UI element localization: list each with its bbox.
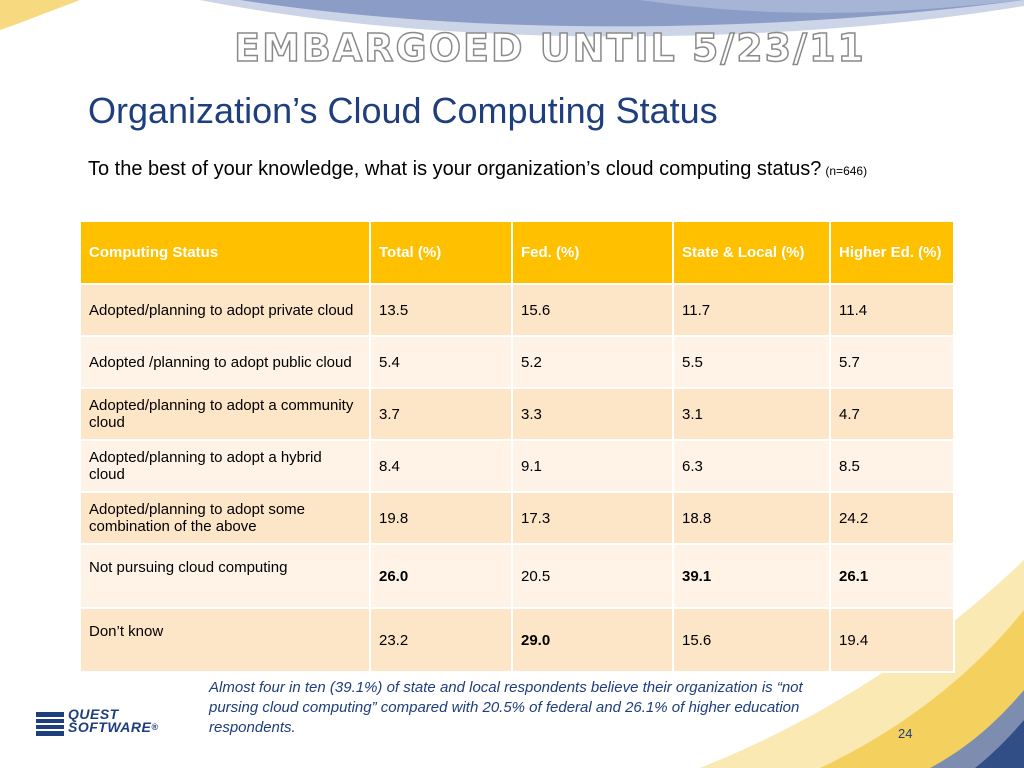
cell-higher-ed: 11.4 [829, 283, 955, 337]
cell-higher-ed: 8.5 [829, 439, 955, 493]
table-row: Adopted /planning to adopt public cloud … [79, 335, 955, 389]
quest-logo-mark-icon [36, 712, 64, 736]
cell-state-local: 18.8 [672, 491, 831, 545]
cell-total: 26.0 [369, 543, 513, 609]
registered-mark: ® [151, 722, 159, 732]
cell-fed: 5.2 [511, 335, 674, 389]
header-total: Total (%) [369, 220, 513, 285]
header-state-local: State & Local (%) [672, 220, 831, 285]
table-row: Adopted/planning to adopt a community cl… [79, 387, 955, 441]
cell-higher-ed: 24.2 [829, 491, 955, 545]
header-fed: Fed. (%) [511, 220, 674, 285]
row-label: Adopted/planning to adopt private cloud [79, 283, 371, 337]
survey-question: To the best of your knowledge, what is y… [88, 158, 867, 181]
cell-fed: 17.3 [511, 491, 674, 545]
cell-total: 3.7 [369, 387, 513, 441]
cell-state-local: 39.1 [672, 543, 831, 609]
cell-state-local: 3.1 [672, 387, 831, 441]
row-label: Adopted/planning to adopt a hybrid cloud [79, 439, 371, 493]
question-text: To the best of your knowledge, what is y… [88, 158, 822, 180]
cell-fed: 3.3 [511, 387, 674, 441]
cell-fed: 29.0 [511, 607, 674, 673]
cell-total: 23.2 [369, 607, 513, 673]
cell-higher-ed: 4.7 [829, 387, 955, 441]
sample-size: (n=646) [825, 164, 868, 178]
row-label: Not pursuing cloud computing [79, 543, 371, 609]
logo-software-word: SOFTWARE [68, 719, 152, 735]
table-row: Adopted/planning to adopt private cloud … [79, 283, 955, 337]
cell-total: 13.5 [369, 283, 513, 337]
cell-total: 8.4 [369, 439, 513, 493]
cell-state-local: 6.3 [672, 439, 831, 493]
table-row: Don’t know 23.2 29.0 15.6 19.4 [79, 607, 955, 673]
row-label: Adopted/planning to adopt some combinati… [79, 491, 371, 545]
cell-state-local: 5.5 [672, 335, 831, 389]
cell-state-local: 11.7 [672, 283, 831, 337]
row-label: Adopted /planning to adopt public cloud [79, 335, 371, 389]
cell-fed: 9.1 [511, 439, 674, 493]
row-label: Don’t know [79, 607, 371, 673]
row-label: Adopted/planning to adopt a community cl… [79, 387, 371, 441]
header-higher-ed: Higher Ed. (%) [829, 220, 955, 285]
table-row: Not pursuing cloud computing 26.0 20.5 3… [79, 543, 955, 609]
table-header-row: Computing Status Total (%) Fed. (%) Stat… [79, 220, 955, 285]
page-number: 24 [898, 726, 913, 741]
cell-total: 5.4 [369, 335, 513, 389]
cell-higher-ed: 19.4 [829, 607, 955, 673]
status-table: Computing Status Total (%) Fed. (%) Stat… [79, 220, 955, 673]
table-row: Adopted/planning to adopt a hybrid cloud… [79, 439, 955, 493]
logo-line-software: SOFTWARE® [68, 719, 159, 735]
table-row: Adopted/planning to adopt some combinati… [79, 491, 955, 545]
header-computing-status: Computing Status [79, 220, 371, 285]
logo-text: QUEST SOFTWARE® [68, 706, 159, 735]
caption-note: Almost four in ten (39.1%) of state and … [209, 679, 803, 736]
cell-fed: 15.6 [511, 283, 674, 337]
cell-higher-ed: 5.7 [829, 335, 955, 389]
cell-state-local: 15.6 [672, 607, 831, 673]
quest-software-logo: QUEST SOFTWARE® [36, 706, 186, 742]
cell-higher-ed: 26.1 [829, 543, 955, 609]
cell-fed: 20.5 [511, 543, 674, 609]
embargo-banner: EMBARGOED UNTIL 5/23/11 [233, 25, 866, 71]
page-title: Organization’s Cloud Computing Status [88, 90, 718, 131]
logo-line-quest: QUEST [68, 706, 119, 722]
cell-total: 19.8 [369, 491, 513, 545]
